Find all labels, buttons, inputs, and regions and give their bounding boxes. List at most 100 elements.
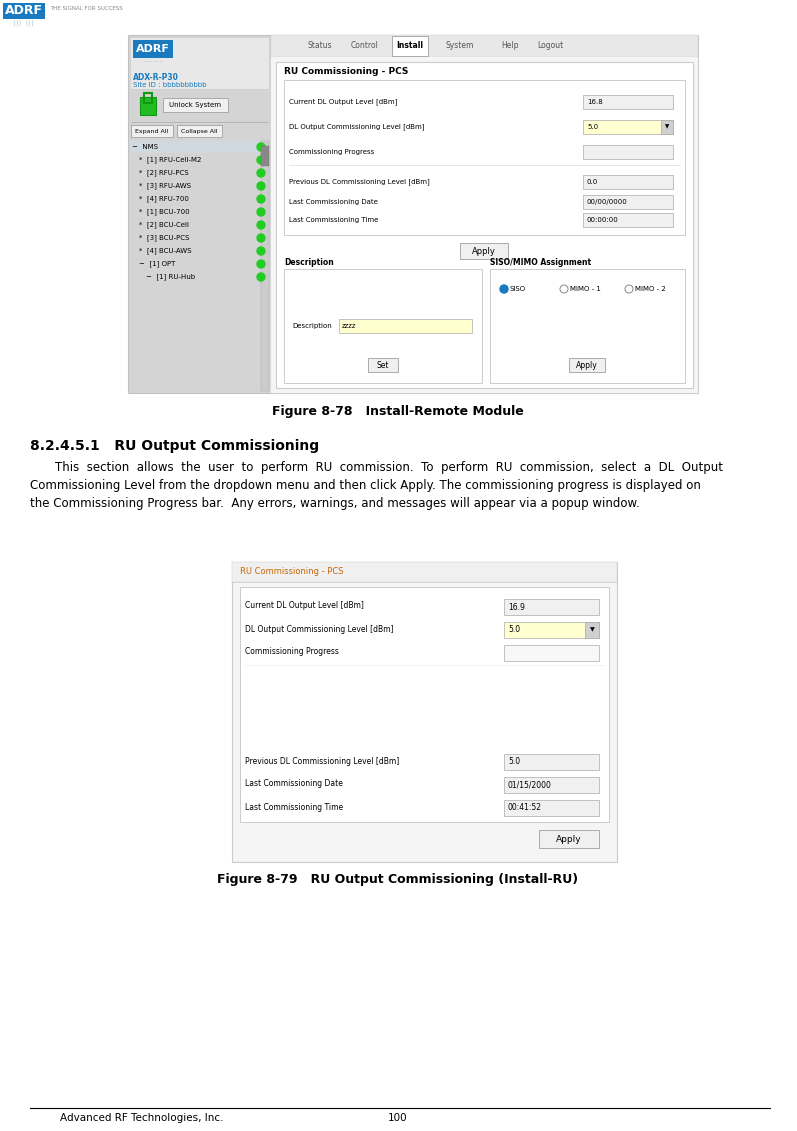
Text: Last Commissioning Time: Last Commissioning Time <box>289 217 379 223</box>
Text: This  section  allows  the  user  to  perform  RU  commission.  To  perform  RU : This section allows the user to perform … <box>55 461 723 474</box>
Text: SISO/MIMO Assignment: SISO/MIMO Assignment <box>490 258 591 267</box>
Text: Description: Description <box>284 258 334 267</box>
Text: ▼: ▼ <box>590 628 595 632</box>
Text: 16.8: 16.8 <box>587 100 603 105</box>
Bar <box>131 126 173 137</box>
Text: ADX-R-P30: ADX-R-P30 <box>133 74 179 83</box>
Text: ADRF: ADRF <box>136 44 170 54</box>
Bar <box>130 180 261 192</box>
Circle shape <box>500 285 508 293</box>
Bar <box>271 57 698 392</box>
Bar <box>130 219 261 231</box>
Text: Commissioning Progress: Commissioning Progress <box>245 648 339 656</box>
Text: 00:00:00: 00:00:00 <box>587 217 618 223</box>
Bar <box>583 213 673 227</box>
Circle shape <box>625 285 633 293</box>
Text: 5.0: 5.0 <box>508 758 520 767</box>
Bar <box>3 3 45 19</box>
Text: RU Commissioning - PCS: RU Commissioning - PCS <box>284 68 408 77</box>
Circle shape <box>257 182 265 190</box>
Text: 8.2.4.5.1   RU Output Commissioning: 8.2.4.5.1 RU Output Commissioning <box>30 439 319 454</box>
Text: MIMO - 2: MIMO - 2 <box>635 286 665 292</box>
Text: *  [1] RFU-Cell-M2: * [1] RFU-Cell-M2 <box>139 156 202 163</box>
Text: Current DL Output Level [dBm]: Current DL Output Level [dBm] <box>289 98 398 105</box>
Text: *  [1] BCU-700: * [1] BCU-700 <box>139 208 190 215</box>
Text: Last Commissioning Date: Last Commissioning Date <box>289 199 378 205</box>
Text: Previous DL Commissioning Level [dBm]: Previous DL Commissioning Level [dBm] <box>289 179 430 185</box>
Bar <box>144 93 152 103</box>
Text: Previous DL Commissioning Level [dBm]: Previous DL Commissioning Level [dBm] <box>245 757 399 766</box>
Bar <box>583 120 673 133</box>
Bar <box>130 93 269 121</box>
Text: Commissioning Progress: Commissioning Progress <box>289 149 375 155</box>
Text: Status: Status <box>308 42 332 51</box>
Circle shape <box>257 195 265 202</box>
Text: −  NMS: − NMS <box>132 144 158 150</box>
Text: *  [3] RFU-AWS: * [3] RFU-AWS <box>139 182 191 189</box>
Bar <box>583 95 673 109</box>
Text: Site ID : bbbbbbbbbb: Site ID : bbbbbbbbbb <box>133 83 206 88</box>
Bar <box>339 319 472 333</box>
Text: *  [4] RFU-700: * [4] RFU-700 <box>139 196 189 202</box>
Bar <box>661 120 673 133</box>
Text: )))  (((: ))) ((( <box>14 20 34 26</box>
Text: Apply: Apply <box>472 247 496 256</box>
Circle shape <box>257 208 265 216</box>
Bar <box>130 37 269 89</box>
Bar <box>163 98 228 112</box>
Circle shape <box>257 169 265 176</box>
Bar <box>368 359 398 372</box>
Bar <box>284 269 482 383</box>
Bar <box>583 175 673 189</box>
Text: *  [4] BCU-AWS: * [4] BCU-AWS <box>139 248 191 254</box>
Bar <box>140 97 156 115</box>
Text: DL Output Commissioning Level [dBm]: DL Output Commissioning Level [dBm] <box>245 624 394 633</box>
Circle shape <box>257 247 265 254</box>
Bar <box>271 35 698 57</box>
Text: 00/00/0000: 00/00/0000 <box>587 199 628 205</box>
Text: Unlock System: Unlock System <box>169 102 221 107</box>
Text: DL Output Commissioning Level [dBm]: DL Output Commissioning Level [dBm] <box>289 123 425 130</box>
Bar <box>284 80 685 235</box>
Bar <box>261 141 269 391</box>
Text: Last Commissioning Date: Last Commissioning Date <box>245 779 343 788</box>
Bar <box>504 754 599 770</box>
Bar <box>133 40 173 58</box>
Text: 5.0: 5.0 <box>587 124 598 130</box>
Text: *  [3] BCU-PCS: * [3] BCU-PCS <box>139 234 190 241</box>
Bar <box>539 830 599 848</box>
Bar <box>130 206 261 218</box>
Text: Help: Help <box>501 42 519 51</box>
Circle shape <box>257 221 265 228</box>
Text: 16.9: 16.9 <box>508 603 525 612</box>
Text: Figure 8-78   Install-Remote Module: Figure 8-78 Install-Remote Module <box>272 405 524 417</box>
Bar <box>177 126 222 137</box>
Bar <box>128 35 271 392</box>
Bar <box>130 258 261 270</box>
Bar <box>130 245 261 257</box>
Bar <box>130 154 261 166</box>
Bar <box>130 271 261 283</box>
Text: 00:41:52: 00:41:52 <box>508 803 542 812</box>
Text: Advanced RF Technologies, Inc.: Advanced RF Technologies, Inc. <box>60 1113 223 1123</box>
Text: Description: Description <box>292 323 332 329</box>
Bar <box>504 645 599 661</box>
Text: −  [1] RU-Hub: − [1] RU-Hub <box>146 274 195 280</box>
Text: Apply: Apply <box>556 835 582 844</box>
Bar <box>128 35 698 392</box>
Bar <box>130 193 261 205</box>
Bar <box>276 62 693 388</box>
Text: Current DL Output Level [dBm]: Current DL Output Level [dBm] <box>245 602 364 611</box>
Text: THE SIGNAL FOR SUCCESS: THE SIGNAL FOR SUCCESS <box>50 6 123 11</box>
Circle shape <box>257 260 265 268</box>
Circle shape <box>257 273 265 280</box>
Text: ADRF: ADRF <box>5 5 43 17</box>
Bar <box>392 36 428 57</box>
Text: Last Commissioning Time: Last Commissioning Time <box>245 803 344 812</box>
Text: SISO: SISO <box>510 286 526 292</box>
Text: −  [1] OPT: − [1] OPT <box>139 260 175 267</box>
Bar <box>232 562 617 582</box>
Text: Control: Control <box>351 42 379 51</box>
Text: System: System <box>446 42 474 51</box>
Bar <box>232 562 617 862</box>
